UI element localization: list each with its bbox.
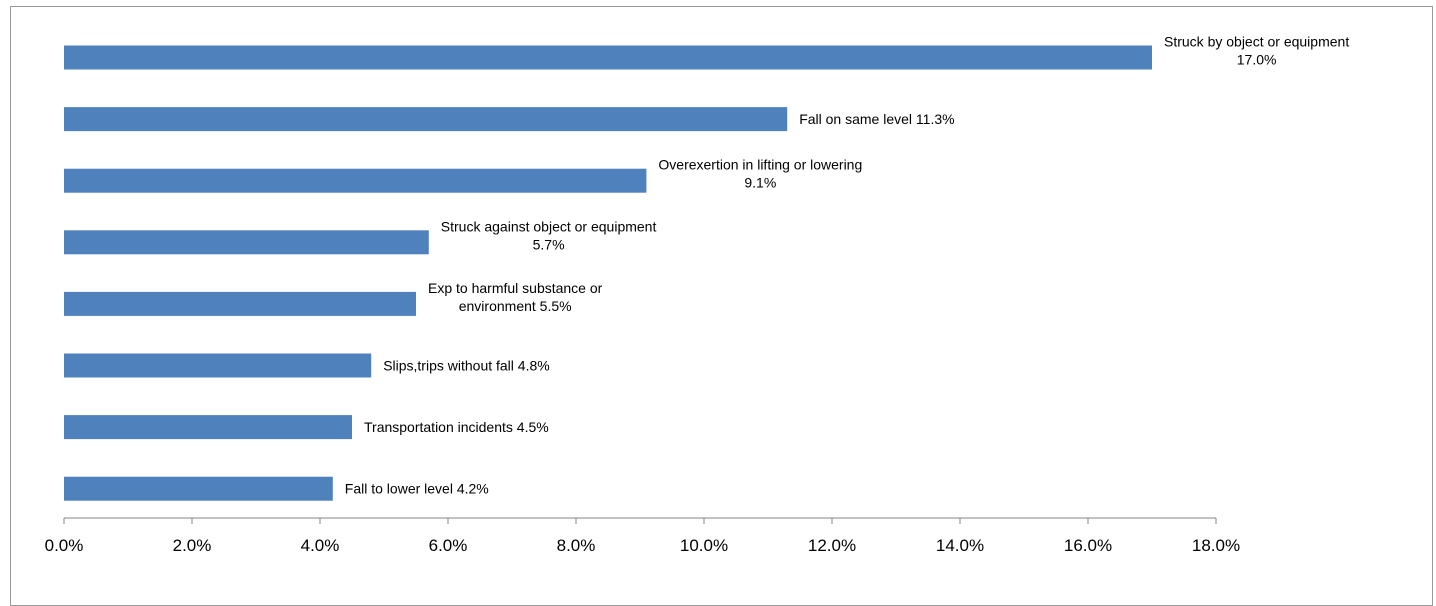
x-tick-label: 2.0%	[173, 536, 212, 555]
x-tick-label: 8.0%	[557, 536, 596, 555]
x-tick-label: 10.0%	[680, 536, 728, 555]
data-label: environment 5.5%	[459, 298, 572, 314]
bar	[64, 415, 352, 440]
data-label: 17.0%	[1237, 52, 1277, 68]
data-label: Exp to harmful substance or	[428, 280, 603, 296]
data-label: Fall on same level 11.3%	[799, 111, 954, 127]
x-tick-label: 6.0%	[429, 536, 468, 555]
x-tick-label: 14.0%	[936, 536, 984, 555]
data-label: 5.7%	[533, 236, 565, 252]
x-axis: 0.0% 2.0% 4.0% 6.0% 8.0% 10.0% 12.0% 14.0% 16.0%…	[45, 517, 1240, 555]
x-tick-label: 18.0%	[1192, 536, 1240, 555]
x-tick-label: 4.0%	[301, 536, 340, 555]
data-label: Fall to lower level 4.2%	[345, 481, 489, 497]
data-label: Struck against object or equipment	[441, 218, 657, 234]
bar	[64, 168, 647, 193]
x-tick-label: 16.0%	[1064, 536, 1112, 555]
data-label: Overexertion in lifting or lowering	[658, 157, 862, 173]
data-label: Struck by object or equipment	[1164, 34, 1349, 50]
data-label: Slips,trips without fall 4.8%	[383, 358, 550, 374]
bar	[64, 107, 788, 132]
bars-group	[64, 45, 1152, 501]
bar	[64, 230, 429, 255]
bar	[64, 45, 1152, 70]
data-label: Transportation incidents 4.5%	[364, 419, 549, 435]
data-label: 9.1%	[744, 175, 776, 191]
x-tick-label: 12.0%	[808, 536, 856, 555]
bar	[64, 353, 372, 378]
bar-chart: Struck by object or equipment 17.0% Fall o…	[45, 34, 1350, 556]
data-labels-group: Struck by object or equipment 17.0% Fall o…	[345, 34, 1350, 497]
x-tick-label: 0.0%	[45, 536, 84, 555]
bar	[64, 291, 416, 316]
bar	[64, 476, 333, 501]
